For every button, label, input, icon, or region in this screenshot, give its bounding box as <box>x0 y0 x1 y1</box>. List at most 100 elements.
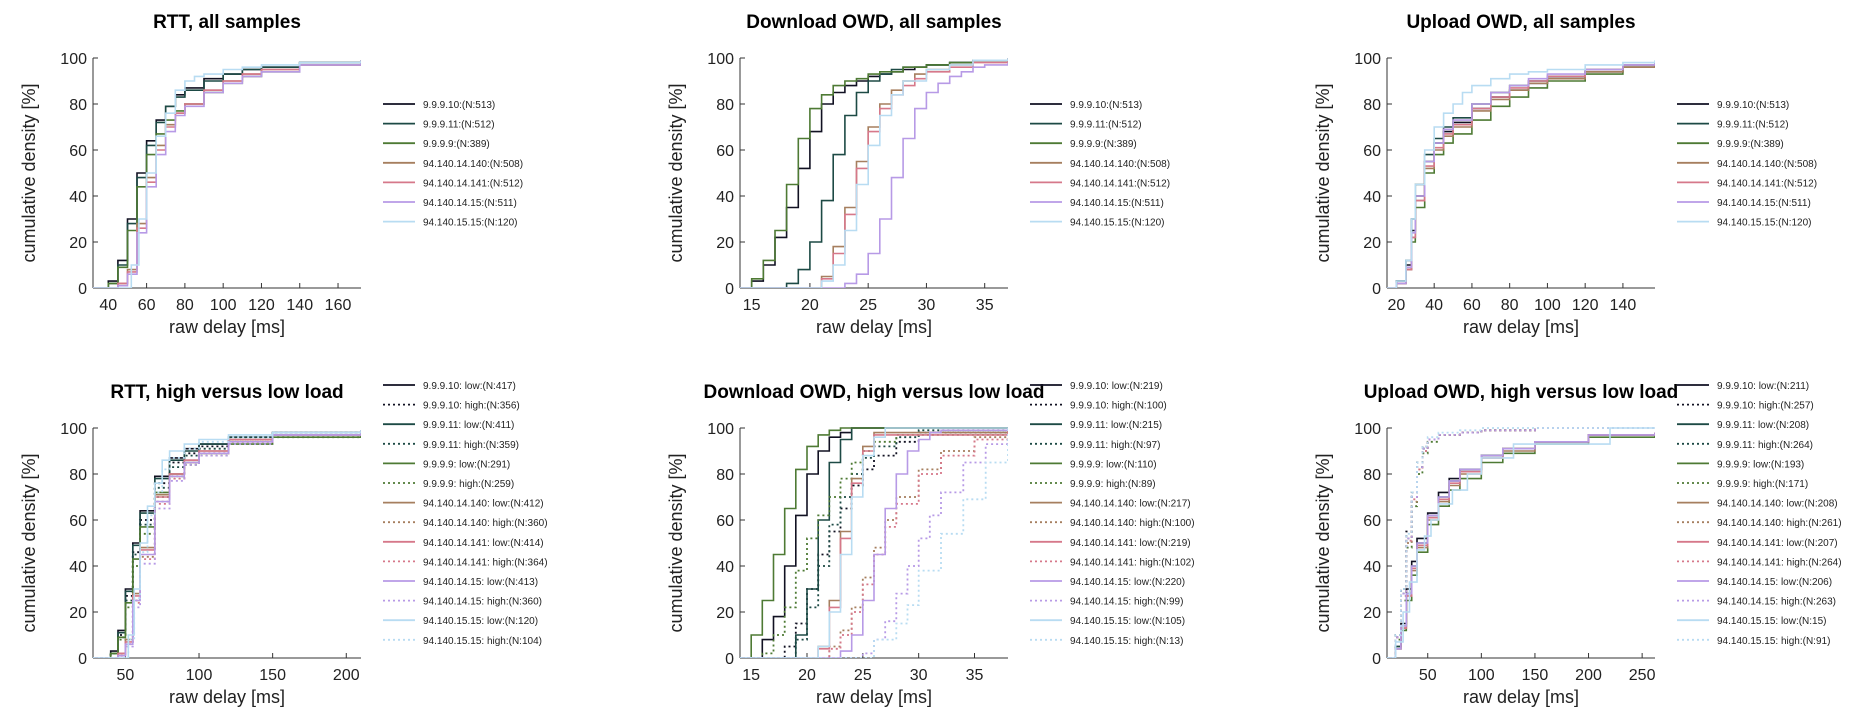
legend-entry: 9.9.9.11: low:(N:215) <box>1070 420 1162 431</box>
y-tick-label: 40 <box>1363 559 1381 576</box>
x-tick-label: 100 <box>210 297 237 314</box>
legend-entry: 94.140.14.15:(N:511) <box>1717 198 1811 209</box>
series-line-13 <box>1387 427 1655 658</box>
legend-entry: 94.140.14.140:(N:508) <box>423 159 523 170</box>
y-tick-label: 80 <box>716 467 734 484</box>
y-tick-label: 80 <box>69 97 87 114</box>
series-line-2 <box>740 428 1008 658</box>
legend-entry: 94.140.14.140: high:(N:100) <box>1070 518 1195 529</box>
y-tick-label: 60 <box>1363 143 1381 160</box>
series-line-7 <box>1387 60 1655 288</box>
series-line-12 <box>93 430 361 658</box>
y-tick-label: 80 <box>69 467 87 484</box>
y-tick-label: 20 <box>1363 235 1381 252</box>
x-tick-label: 30 <box>910 667 928 684</box>
legend-entry: 94.140.15.15: high:(N:91) <box>1717 636 1830 647</box>
y-tick-label: 20 <box>69 235 87 252</box>
x-tick-label: 120 <box>1572 297 1599 314</box>
y-tick-label: 0 <box>78 651 87 668</box>
legend-entry: 94.140.14.15: high:(N:360) <box>423 597 542 608</box>
x-tick-label: 200 <box>333 667 360 684</box>
x-tick-label: 100 <box>1534 297 1561 314</box>
x-axis-label: raw delay [ms] <box>1463 687 1579 707</box>
series-line-14 <box>1387 427 1655 658</box>
y-tick-label: 60 <box>69 143 87 160</box>
legend-entry: 9.9.9.10: high:(N:257) <box>1717 401 1814 412</box>
series-line-13 <box>740 427 1008 658</box>
x-tick-label: 20 <box>801 297 819 314</box>
legend-entry: 9.9.9.10: low:(N:219) <box>1070 381 1163 392</box>
legend-entry: 94.140.14.140: high:(N:261) <box>1717 518 1842 529</box>
x-tick-label: 80 <box>176 297 194 314</box>
y-axis-label: cumulative density [%] <box>1313 453 1333 632</box>
series-line-3 <box>740 58 1008 288</box>
series-line-9 <box>740 428 1008 658</box>
series-line-6 <box>740 62 1008 288</box>
series-line-2 <box>93 60 361 288</box>
series-line-11 <box>740 428 1008 658</box>
legend-entry: 94.140.15.15: low:(N:120) <box>423 616 538 627</box>
y-tick-label: 0 <box>1372 281 1381 298</box>
legend-entry: 9.9.9.9:(N:389) <box>1070 139 1137 150</box>
legend-entry: 9.9.9.9: high:(N:89) <box>1070 479 1156 490</box>
y-tick-label: 100 <box>1354 421 1381 438</box>
legend-entry: 94.140.15.15: low:(N:15) <box>1717 616 1827 627</box>
series-line-4 <box>93 60 361 288</box>
legend-entry: 94.140.14.140:(N:508) <box>1717 159 1817 170</box>
series-line-1 <box>740 427 1008 658</box>
y-tick-label: 100 <box>1354 51 1381 68</box>
y-tick-label: 80 <box>1363 467 1381 484</box>
chart-panel-6: Upload OWD, high versus low load 0 20 40 60 8… <box>1313 381 1842 707</box>
x-tick-label: 150 <box>1522 667 1549 684</box>
series-line-14 <box>740 428 1008 658</box>
series-line-11 <box>1387 432 1655 658</box>
y-tick-label: 60 <box>1363 513 1381 530</box>
x-axis-label: raw delay [ms] <box>816 317 932 337</box>
series-line-3 <box>740 427 1008 658</box>
x-tick-label: 200 <box>1575 667 1602 684</box>
x-tick-label: 140 <box>1610 297 1637 314</box>
y-tick-label: 0 <box>1372 651 1381 668</box>
chart-title: Download OWD, high versus low load <box>704 382 1045 403</box>
y-tick-label: 20 <box>69 605 87 622</box>
x-tick-label: 50 <box>1419 667 1437 684</box>
x-tick-label: 30 <box>918 297 936 314</box>
y-axis-label: cumulative density [%] <box>666 453 686 632</box>
legend-entry: 9.9.9.9: low:(N:110) <box>1070 459 1157 470</box>
legend-entry: 94.140.14.15: high:(N:263) <box>1717 597 1836 608</box>
legend-entry: 94.140.15.15:(N:120) <box>423 218 518 229</box>
legend-entry: 9.9.9.11:(N:512) <box>423 120 495 131</box>
chart-title: Upload OWD, high versus low load <box>1364 382 1679 403</box>
legend-entry: 9.9.9.9: low:(N:291) <box>423 459 510 470</box>
x-tick-label: 80 <box>1501 297 1519 314</box>
x-tick-label: 250 <box>1629 667 1656 684</box>
legend-entry: 94.140.14.141:(N:512) <box>1070 178 1170 189</box>
legend-entry: 9.9.9.11: high:(N:359) <box>423 440 519 451</box>
y-axis-label: cumulative density [%] <box>1313 83 1333 262</box>
y-tick-label: 100 <box>707 51 734 68</box>
x-tick-label: 25 <box>854 667 872 684</box>
y-tick-label: 80 <box>1363 97 1381 114</box>
y-tick-label: 100 <box>60 421 87 438</box>
series-line-4 <box>740 428 1008 658</box>
chart-panel-4: RTT, high versus low load 0 20 40 60 80 100 50 1… <box>19 381 548 707</box>
x-tick-label: 35 <box>966 667 984 684</box>
legend-entry: 9.9.9.10: low:(N:211) <box>1717 381 1809 392</box>
y-tick-label: 20 <box>716 235 734 252</box>
legend-entry: 94.140.14.15: low:(N:413) <box>423 577 538 588</box>
series-line-1 <box>93 60 361 288</box>
legend-entry: 94.140.14.15: low:(N:220) <box>1070 577 1185 588</box>
series-line-6 <box>93 60 361 288</box>
x-tick-label: 50 <box>116 667 134 684</box>
series-line-7 <box>740 428 1008 658</box>
x-tick-label: 60 <box>138 297 156 314</box>
legend-entry: 94.140.14.140: low:(N:412) <box>423 499 544 510</box>
legend-entry: 9.9.9.9:(N:389) <box>1717 139 1784 150</box>
legend-entry: 94.140.14.140: low:(N:217) <box>1070 499 1191 510</box>
y-tick-label: 100 <box>707 421 734 438</box>
legend-entry: 94.140.14.141: low:(N:219) <box>1070 538 1191 549</box>
legend-entry: 94.140.15.15: low:(N:105) <box>1070 616 1185 627</box>
series-line-9 <box>1387 432 1655 658</box>
chart-panel-3: Upload OWD, all samples 0 20 40 60 80 100 20 40 6… <box>1313 12 1817 337</box>
legend-entry: 94.140.15.15:(N:120) <box>1070 218 1165 229</box>
